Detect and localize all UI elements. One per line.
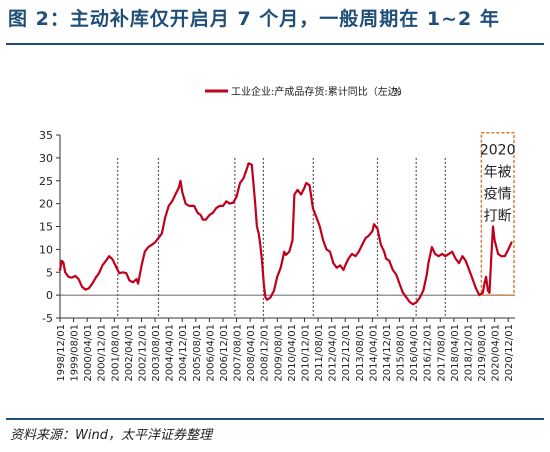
line-chart: 工业企业:产成品存货:累计同比（左边） % -5 0 5 10 15 20 25 30 35 19… — [39, 85, 516, 382]
x-tick-label: 2019/08/01 — [477, 324, 488, 382]
series-line-inventory-yoy — [58, 162, 513, 306]
x-tick-label: 2003/08/01 — [151, 324, 162, 382]
title-divider — [6, 43, 544, 45]
x-tick-label: 2000/12/01 — [97, 324, 108, 382]
x-tick-label: 2009/08/01 — [273, 324, 284, 382]
y-tick-label: 5 — [46, 266, 53, 279]
figure-title: 图 2：主动补库仅开启月 7 个月，一般周期在 1~2 年 — [8, 8, 500, 30]
x-tick-label: 2014/04/01 — [368, 324, 379, 382]
series-layer — [58, 162, 513, 306]
x-tick-label: 2010/04/01 — [287, 324, 298, 382]
cycle-divider-lines — [117, 157, 446, 318]
x-tick-label: 2018/12/01 — [463, 324, 474, 382]
x-tick-label: 1999/08/01 — [70, 324, 81, 382]
y-tick-label: 35 — [39, 129, 53, 142]
x-tick-label: 2008/12/01 — [260, 324, 271, 382]
source-divider — [6, 418, 544, 420]
x-tick-label: 2006/04/01 — [205, 324, 216, 382]
y-tick-label: -5 — [42, 312, 53, 325]
legend-label: 工业企业:产成品存货:累计同比（左边） — [231, 85, 408, 98]
x-tick-label: 2002/04/01 — [124, 324, 135, 382]
x-tick-label: 2016/04/01 — [409, 324, 420, 382]
x-tick-label: 2000/04/01 — [83, 324, 94, 382]
x-tick-label: 2017/08/01 — [436, 324, 447, 382]
x-tick-label: 2011/08/01 — [314, 324, 325, 382]
legend-unit: % — [392, 87, 402, 98]
x-tick-label: 2001/08/01 — [110, 324, 121, 382]
x-tick-label: 2012/12/01 — [341, 324, 352, 382]
x-tick-label: 2013/08/01 — [355, 324, 366, 382]
x-tick-label: 2018/04/01 — [450, 324, 461, 382]
x-tick-label: 2007/08/01 — [233, 324, 244, 382]
x-tick-label: 2006/12/01 — [219, 324, 230, 382]
x-tick-label: 2005/08/01 — [192, 324, 203, 382]
x-tick-label: 2008/04/01 — [246, 324, 257, 382]
x-tick-label: 2020/12/01 — [504, 324, 515, 382]
x-tick-label: 2014/12/01 — [382, 324, 393, 382]
annotation-box — [480, 131, 515, 296]
x-tick-label: 2020/04/01 — [491, 324, 502, 382]
chart-legend: 工业企业:产成品存货:累计同比（左边） % — [205, 85, 408, 98]
x-tick-label: 2004/12/01 — [178, 324, 189, 382]
source-note: 资料来源：Wind，太平洋证券整理 — [10, 428, 212, 443]
x-tick-label: 2004/04/01 — [165, 324, 176, 382]
x-tick-label: 2012/04/01 — [328, 324, 339, 382]
annotation-text-line: 打断 — [484, 208, 512, 225]
y-tick-label: 25 — [39, 175, 53, 188]
x-tick-label: 2002/12/01 — [137, 324, 148, 382]
annotation-text-line: 疫情 — [484, 187, 512, 203]
y-tick-label: 30 — [39, 152, 53, 165]
x-tick-label: 2015/08/01 — [396, 324, 407, 382]
x-tick-label: 2010/12/01 — [300, 324, 311, 382]
x-tick-label: 2016/12/01 — [423, 324, 434, 382]
x-tick-label: 1998/12/01 — [56, 324, 67, 382]
y-tick-label: 0 — [46, 289, 53, 302]
y-tick-label: 20 — [39, 198, 53, 211]
annotation-text-line: 年被 — [484, 165, 512, 181]
annotation-text-line: 2020 — [480, 143, 516, 159]
y-tick-label: 15 — [39, 221, 53, 234]
y-tick-label: 10 — [39, 243, 53, 256]
